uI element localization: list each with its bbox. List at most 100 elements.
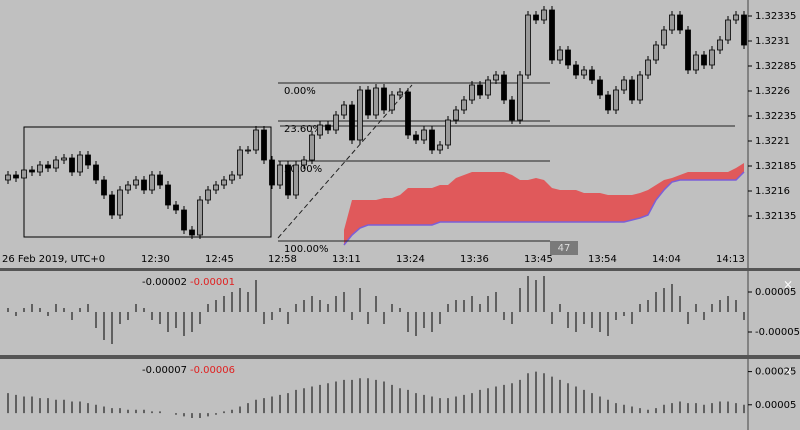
candle-body: [77, 154, 83, 173]
candle-body: [157, 174, 163, 186]
fib-label: 50.00%: [284, 164, 322, 175]
date-label: 26 Feb 2019, UTC+0: [2, 254, 105, 265]
candle-body: [341, 104, 347, 116]
time-label: 13:36: [460, 254, 489, 265]
candle-body: [429, 129, 435, 151]
candle-body: [613, 89, 619, 111]
candle-body: [213, 184, 219, 191]
candle-body: [733, 14, 739, 21]
candle-body: [149, 174, 155, 191]
candle-body: [21, 169, 27, 179]
candle-body: [493, 74, 499, 81]
candle-body: [253, 129, 259, 151]
candle-body: [117, 189, 123, 216]
candle-body: [173, 204, 179, 211]
candle-body: [293, 164, 299, 196]
candle-body: [229, 174, 235, 181]
candle-body: [669, 14, 675, 31]
candle-body: [29, 169, 35, 173]
time-label: 13:24: [396, 254, 425, 265]
candle-body: [725, 19, 731, 41]
candle-body: [125, 184, 131, 191]
candle-body: [221, 179, 227, 186]
candle-body: [133, 179, 139, 186]
y-tick-label: 1.32335: [755, 11, 796, 22]
candle-body: [525, 14, 531, 76]
candle-body: [469, 84, 475, 101]
candle-body: [605, 94, 611, 111]
candle-body: [405, 91, 411, 136]
indicator-value: -0.00002: [142, 277, 187, 288]
candle-body: [717, 39, 723, 51]
ichimoku-cloud: [344, 163, 744, 245]
close-button[interactable]: ×: [783, 278, 793, 292]
candle-body: [485, 79, 491, 96]
candle-body: [205, 189, 211, 201]
candle-body: [709, 49, 715, 66]
candle-body: [269, 159, 275, 186]
candle-body: [629, 79, 635, 101]
candle-body: [653, 44, 659, 61]
fib-label: 23.60%: [284, 124, 322, 135]
candle-body: [581, 69, 587, 76]
candle-body: [53, 159, 59, 169]
candle-body: [261, 129, 267, 161]
y-tick-label: 0.00025: [755, 367, 796, 378]
time-label: 13:11: [332, 254, 361, 265]
candle-body: [317, 124, 323, 136]
candle-body: [685, 29, 691, 71]
candle-body: [741, 14, 747, 46]
candle-body: [69, 157, 75, 173]
candle-body: [701, 54, 707, 66]
candle-body: [309, 134, 315, 161]
y-tick-label: 1.32285: [755, 61, 796, 72]
candle-body: [549, 9, 555, 61]
time-label: 14:04: [652, 254, 681, 265]
candle-body: [373, 87, 379, 116]
candle-body: [637, 74, 643, 101]
y-tick-label: 0.00005: [755, 400, 796, 411]
candle-body: [541, 9, 547, 21]
cloud-edge: [343, 171, 745, 246]
candle-body: [245, 149, 251, 152]
candle-body: [13, 174, 19, 179]
rectangle-object: [23, 126, 272, 238]
candle-body: [565, 49, 571, 66]
y-tick-label: 1.32135: [755, 211, 796, 222]
candle-body: [589, 69, 595, 81]
candle-body: [301, 159, 307, 166]
time-label: 13:45: [524, 254, 553, 265]
y-tick-label: 1.3231: [755, 36, 790, 47]
fib-label: 100.00%: [284, 244, 329, 255]
candle-body: [277, 164, 283, 186]
time-label: 12:58: [268, 254, 297, 265]
candle-body: [101, 179, 107, 196]
candle-body: [645, 59, 651, 76]
time-label: 12:30: [141, 254, 170, 265]
candle-body: [181, 209, 187, 231]
candle-body: [93, 164, 99, 181]
y-tick-label: 1.3226: [755, 86, 790, 97]
candle-body: [421, 129, 427, 141]
time-label: 13:54: [588, 254, 617, 265]
y-tick-label: -0.00005: [755, 327, 800, 338]
candle-body: [517, 74, 523, 121]
candle-body: [461, 99, 467, 111]
candle-body: [437, 144, 443, 151]
y-tick-label: 0.00005: [755, 287, 796, 298]
candle-body: [557, 49, 563, 61]
trend-line: [277, 84, 413, 239]
candle-body: [61, 157, 67, 161]
close-button[interactable]: ×: [783, 365, 793, 379]
candle-body: [37, 164, 43, 173]
candle-body: [349, 104, 355, 141]
candle-body: [85, 154, 91, 166]
candle-body: [573, 64, 579, 76]
candle-body: [693, 54, 699, 71]
candle-body: [189, 229, 195, 236]
candle-body: [621, 79, 627, 91]
candle-body: [501, 74, 507, 101]
indicator-value: -0.00001: [190, 277, 235, 288]
candle-body: [453, 109, 459, 121]
candle-body: [5, 174, 11, 181]
